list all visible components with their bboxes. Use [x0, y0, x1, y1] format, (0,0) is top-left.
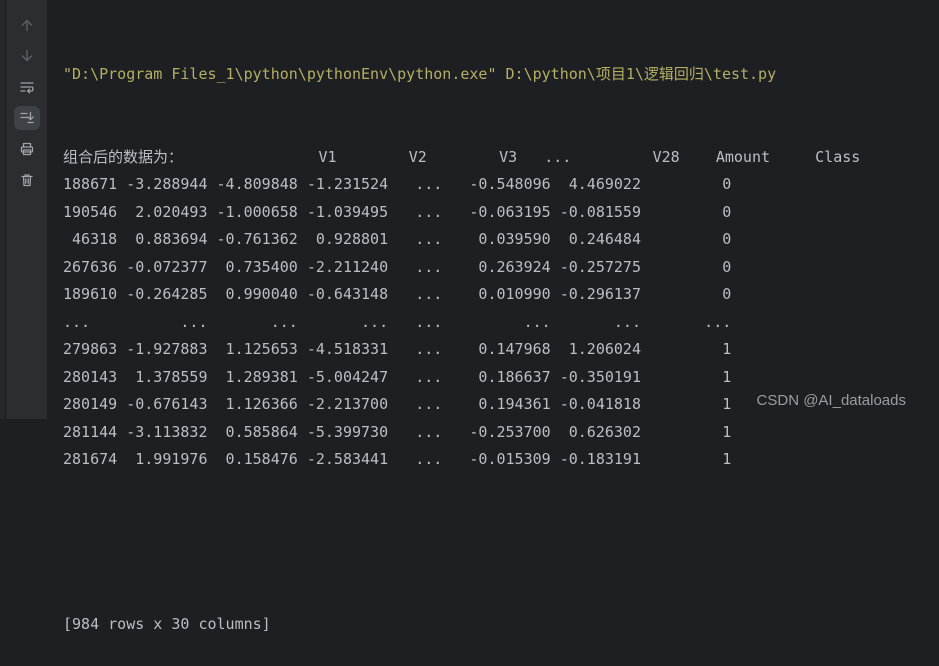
csdn-watermark: CSDN @AI_dataloads	[756, 392, 906, 409]
dataframe-row: 280149 -0.676143 1.126366 -2.213700 ... …	[63, 395, 732, 413]
dataframe-row: 46318 0.883694 -0.761362 0.928801 ... 0.…	[63, 230, 732, 248]
up-arrow-icon	[19, 17, 35, 33]
print-button[interactable]	[14, 137, 40, 161]
dataframe-row: 280143 1.378559 1.289381 -5.004247 ... 0…	[63, 367, 732, 386]
dataframe-output: 组合后的数据为： V1 V2 V3 ... V28 Amount Class 18…	[63, 144, 939, 474]
console-output: "D:\Program Files_1\python\pythonEnv\pyt…	[63, 6, 939, 666]
up-the-stack-trace-button[interactable]	[14, 13, 40, 37]
dataframe-row: 281144 -3.113832 0.585864 -5.399730 ... …	[63, 422, 732, 441]
console-toolbar	[6, 0, 47, 419]
dataframe-row: 267636 -0.072377 0.735400 -2.211240 ... …	[63, 257, 732, 276]
down-arrow-icon	[19, 48, 35, 64]
soft-wrap-button[interactable]	[14, 75, 40, 99]
window-edge	[0, 0, 6, 419]
dataframe-row: 279863 -1.927883 1.125653 -4.518331 ... …	[63, 340, 732, 358]
dataframe-row: 189610 -0.264285 0.990040 -0.643148 ... …	[63, 285, 732, 303]
dataframe-row: 190546 2.020493 -1.000658 -1.039495 ... …	[63, 202, 732, 221]
scroll-to-end-icon	[19, 110, 35, 126]
dataframe-row: 188671 -3.288944 -4.809848 -1.231524 ...…	[63, 175, 732, 193]
dataframe-header-line: 组合后的数据为： V1 V2 V3 ... V28 Amount Class	[63, 147, 861, 166]
blank-line	[63, 529, 939, 557]
command-line: "D:\Program Files_1\python\pythonEnv\pyt…	[63, 65, 777, 83]
soft-wrap-icon	[19, 79, 35, 95]
down-the-stack-trace-button[interactable]	[14, 44, 40, 68]
scroll-to-end-button[interactable]	[13, 106, 40, 130]
clear-all-trash-icon	[19, 172, 35, 188]
dataframe-shape-footer: [984 rows x 30 columns]	[63, 615, 271, 633]
clear-all-button[interactable]	[14, 168, 40, 192]
print-icon	[19, 141, 35, 157]
dataframe-ellipsis-row: ... ... ... ... ... ... ... ...	[63, 312, 732, 331]
dataframe-row: 281674 1.991976 0.158476 -2.583441 ... -…	[63, 450, 732, 468]
